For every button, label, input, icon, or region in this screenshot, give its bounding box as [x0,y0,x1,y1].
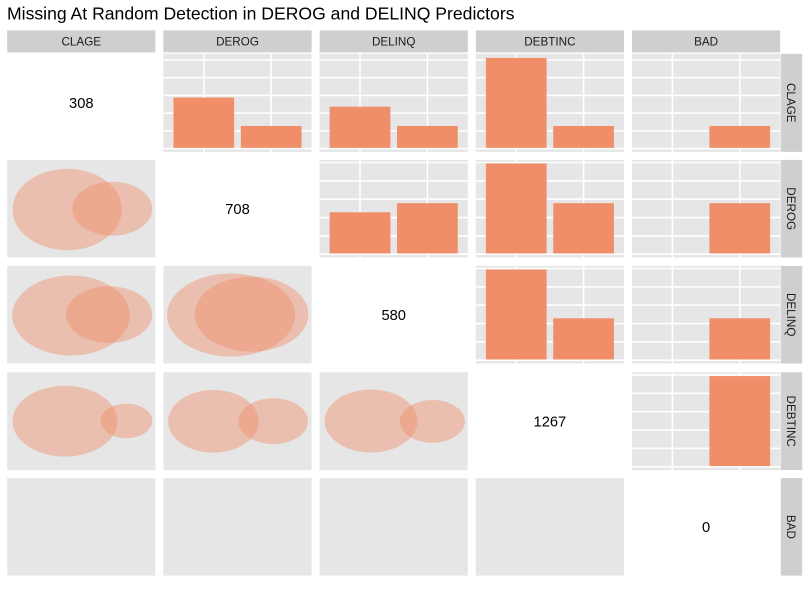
svg-text:DELINQ: DELINQ [784,293,797,337]
svg-text:DEROG: DEROG [784,187,797,230]
svg-text:CLAGE: CLAGE [784,83,797,123]
svg-text:DELINQ: DELINQ [372,35,416,48]
svg-text:308: 308 [69,96,94,112]
svg-text:DEBTINC: DEBTINC [524,35,575,48]
svg-text:BAD: BAD [784,515,797,539]
svg-text:1267: 1267 [534,415,567,431]
svg-text:0: 0 [702,520,710,536]
svg-text:BAD: BAD [694,35,718,48]
svg-text:580: 580 [381,308,406,324]
svg-text:DEROG: DEROG [216,35,259,48]
svg-text:708: 708 [225,202,250,218]
svg-text:CLAGE: CLAGE [61,35,101,48]
svg-text:Missing At Random Detection in: Missing At Random Detection in DEROG and… [7,3,515,23]
svg-text:DEBTINC: DEBTINC [784,396,797,447]
